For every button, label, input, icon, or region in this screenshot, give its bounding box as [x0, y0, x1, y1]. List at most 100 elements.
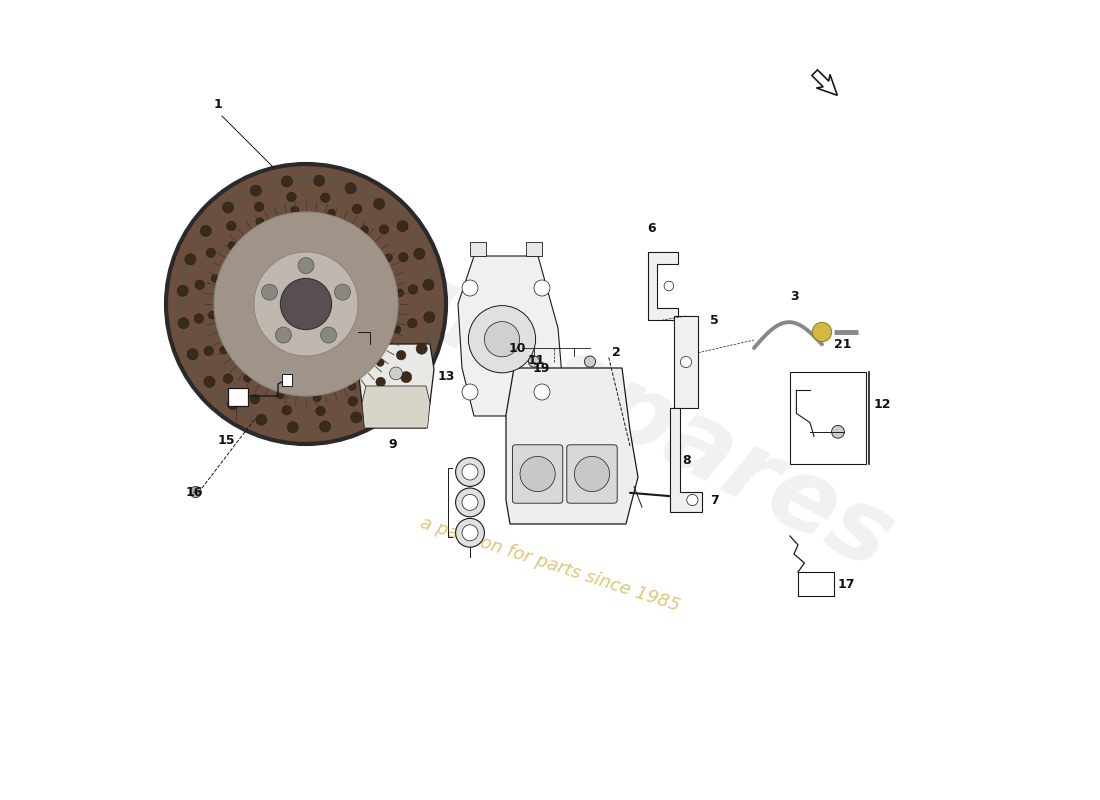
Text: 3: 3 [790, 290, 799, 303]
Circle shape [214, 212, 398, 396]
Polygon shape [506, 368, 638, 524]
Circle shape [376, 358, 384, 366]
Circle shape [282, 406, 292, 415]
Circle shape [250, 394, 260, 404]
Circle shape [204, 346, 213, 356]
Text: 16: 16 [186, 486, 204, 499]
Circle shape [407, 318, 417, 328]
Text: 9: 9 [388, 438, 397, 451]
Circle shape [832, 426, 845, 438]
Circle shape [282, 176, 293, 187]
Circle shape [195, 280, 205, 290]
Circle shape [254, 252, 358, 356]
Circle shape [396, 289, 404, 297]
Bar [228, 388, 249, 406]
Circle shape [462, 525, 478, 541]
Circle shape [320, 193, 330, 202]
Text: 8: 8 [682, 454, 691, 467]
FancyBboxPatch shape [566, 445, 617, 503]
Polygon shape [458, 256, 562, 416]
Circle shape [584, 356, 595, 367]
Circle shape [200, 226, 211, 237]
Circle shape [534, 384, 550, 400]
Circle shape [384, 254, 393, 262]
Circle shape [813, 322, 832, 342]
Bar [282, 374, 292, 386]
Circle shape [256, 218, 264, 226]
Circle shape [414, 248, 425, 259]
Circle shape [287, 192, 296, 202]
Circle shape [455, 458, 484, 486]
Circle shape [280, 278, 331, 330]
Text: 15: 15 [218, 434, 235, 447]
Polygon shape [648, 252, 678, 320]
Circle shape [314, 175, 324, 186]
Circle shape [352, 204, 362, 214]
Circle shape [520, 456, 556, 491]
Circle shape [223, 374, 233, 383]
Circle shape [195, 314, 204, 323]
Circle shape [408, 285, 418, 294]
Text: 13: 13 [438, 370, 455, 383]
Text: 19: 19 [532, 362, 550, 375]
Circle shape [374, 198, 385, 210]
Circle shape [455, 488, 484, 517]
Bar [470, 242, 486, 256]
Text: 12: 12 [874, 398, 891, 411]
Circle shape [298, 258, 314, 274]
Polygon shape [362, 386, 430, 428]
Circle shape [345, 182, 356, 194]
Bar [790, 372, 866, 464]
Circle shape [462, 280, 478, 296]
Circle shape [389, 367, 403, 380]
Circle shape [424, 312, 434, 323]
Circle shape [316, 406, 326, 416]
Circle shape [275, 327, 292, 343]
Text: 21: 21 [834, 338, 851, 351]
Circle shape [228, 398, 239, 410]
Circle shape [287, 422, 298, 433]
Polygon shape [812, 70, 837, 95]
Circle shape [334, 284, 351, 300]
Circle shape [185, 254, 196, 265]
Circle shape [204, 376, 216, 387]
Text: 2: 2 [613, 346, 621, 359]
Circle shape [314, 394, 321, 402]
Circle shape [227, 221, 236, 230]
Circle shape [222, 202, 234, 213]
Circle shape [681, 357, 692, 368]
Circle shape [416, 343, 427, 354]
FancyBboxPatch shape [513, 445, 563, 503]
Circle shape [574, 456, 609, 491]
Circle shape [393, 326, 400, 334]
Circle shape [422, 279, 435, 290]
Circle shape [262, 284, 277, 300]
Circle shape [686, 494, 698, 506]
Polygon shape [670, 408, 702, 512]
Circle shape [534, 280, 550, 296]
Text: eurospares: eurospares [304, 209, 909, 591]
Circle shape [211, 274, 219, 282]
Circle shape [469, 306, 536, 373]
Circle shape [397, 221, 408, 232]
Circle shape [254, 202, 264, 211]
Circle shape [276, 391, 285, 399]
Bar [526, 242, 542, 256]
Circle shape [398, 252, 408, 262]
Text: 17: 17 [838, 578, 856, 591]
Circle shape [348, 382, 356, 390]
Circle shape [455, 518, 484, 547]
Circle shape [220, 346, 228, 354]
Bar [674, 316, 698, 408]
Circle shape [243, 374, 252, 382]
Circle shape [484, 322, 519, 357]
Text: 11: 11 [528, 354, 546, 367]
Circle shape [400, 371, 411, 382]
Circle shape [228, 242, 235, 250]
Circle shape [379, 225, 388, 234]
Circle shape [187, 349, 198, 360]
Circle shape [664, 282, 673, 291]
Circle shape [462, 464, 478, 480]
Circle shape [206, 248, 216, 258]
Circle shape [190, 486, 201, 498]
